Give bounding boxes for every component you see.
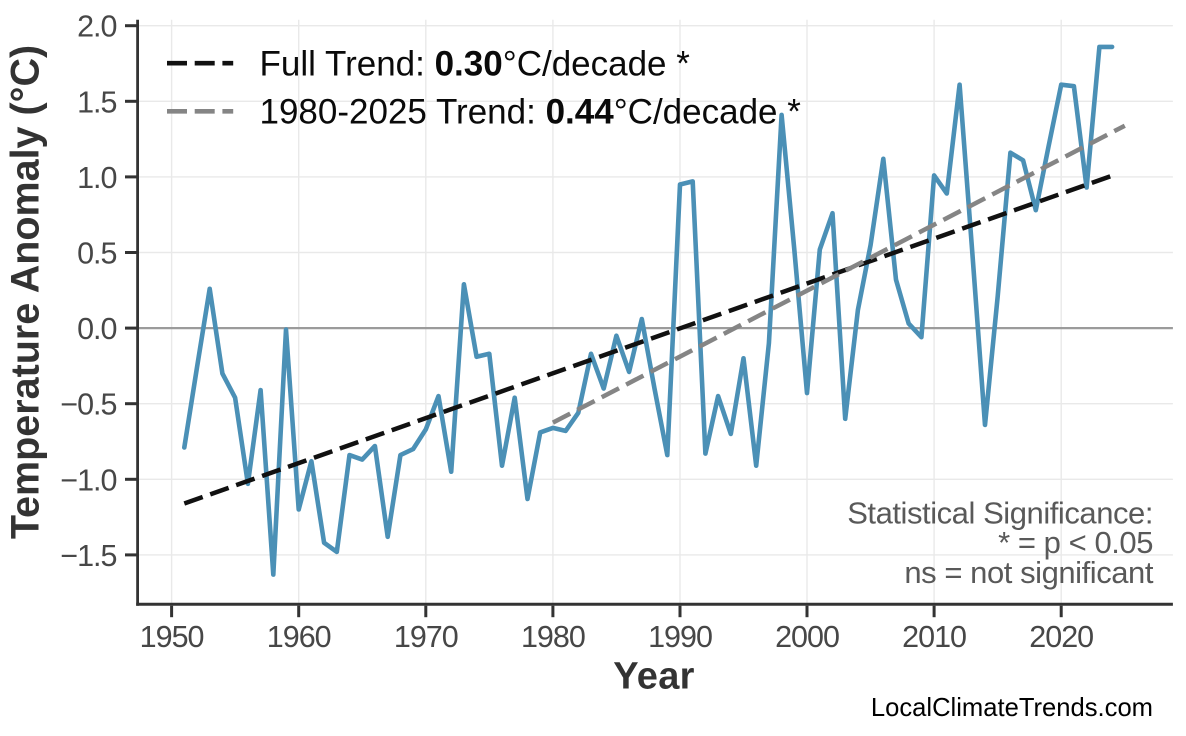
- svg-text:1960: 1960: [267, 620, 331, 654]
- svg-text:Statistical Significance:: Statistical Significance:: [847, 495, 1153, 530]
- svg-text:0.0: 0.0: [77, 312, 116, 346]
- svg-text:1980-2025 Trend: 0.44°C/decade: 1980-2025 Trend: 0.44°C/decade *: [260, 92, 802, 131]
- svg-text:2020: 2020: [1029, 620, 1093, 654]
- svg-text:−0.5: −0.5: [60, 388, 116, 422]
- svg-text:2000: 2000: [775, 620, 839, 654]
- svg-text:ns = not significant: ns = not significant: [904, 555, 1153, 590]
- svg-text:−1.5: −1.5: [60, 539, 116, 573]
- svg-text:2010: 2010: [902, 620, 966, 654]
- svg-text:LocalClimateTrends.com: LocalClimateTrends.com: [871, 694, 1153, 722]
- svg-text:−1.0: −1.0: [60, 463, 116, 497]
- svg-text:Full Trend: 0.30°C/decade *: Full Trend: 0.30°C/decade *: [260, 44, 691, 83]
- svg-text:Temperature Anomaly (°C): Temperature Anomaly (°C): [4, 45, 48, 539]
- svg-text:1980: 1980: [521, 620, 585, 654]
- svg-text:1950: 1950: [140, 620, 204, 654]
- svg-text:1.0: 1.0: [77, 161, 116, 195]
- svg-text:1970: 1970: [394, 620, 458, 654]
- svg-text:1.5: 1.5: [77, 85, 116, 119]
- svg-text:* = p < 0.05: * = p < 0.05: [998, 525, 1153, 560]
- svg-text:Year: Year: [613, 655, 695, 697]
- svg-text:2.0: 2.0: [77, 10, 116, 44]
- svg-text:0.5: 0.5: [77, 237, 116, 271]
- svg-text:1990: 1990: [648, 620, 712, 654]
